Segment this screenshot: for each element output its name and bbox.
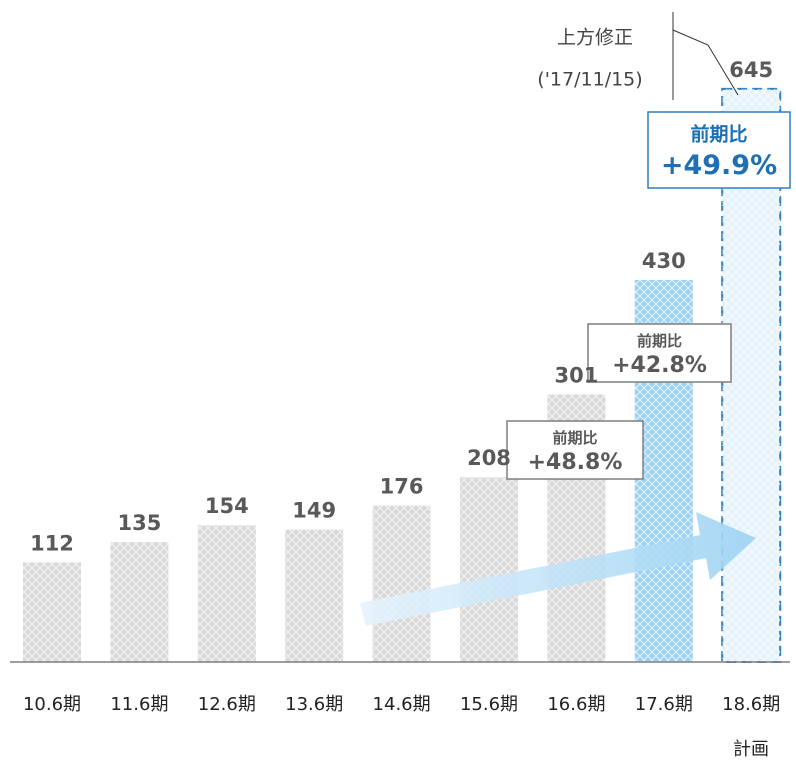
annotation-box: [647, 111, 791, 189]
value-label: 430: [642, 249, 686, 273]
bar-hatch: [372, 505, 431, 662]
annotations: 前期比 +48.8% 前期比 +42.8% 前期比 +49.9%: [506, 111, 791, 480]
annotation-text: +42.8%: [612, 353, 707, 378]
revision-note: 上方修正: [557, 27, 633, 49]
plan-note: 計画: [733, 739, 769, 760]
value-label: 208: [467, 446, 511, 470]
revision-date: ('17/11/15): [537, 69, 642, 91]
x-tick-label: 15.6期: [460, 694, 518, 715]
value-label: 112: [30, 531, 74, 555]
bars: [23, 87, 782, 664]
annotation-box: [587, 323, 732, 383]
bar-hatch: [23, 562, 81, 662]
annotation-text: +48.8%: [528, 450, 623, 475]
value-label: 301: [554, 364, 598, 388]
value-label: 149: [292, 499, 336, 523]
bar-hatch: [197, 525, 256, 662]
value-label: 135: [117, 511, 161, 535]
bar-hatch: [110, 542, 169, 662]
x-tick-label: 10.6期: [23, 694, 81, 715]
growth-arrow: [360, 512, 756, 626]
x-tick-label: 18.6期: [722, 694, 780, 715]
x-tick-label: 12.6期: [198, 694, 256, 715]
annotation-box: [506, 420, 644, 480]
x-tick-label: 17.6期: [635, 694, 693, 715]
annotation-text: +49.9%: [661, 150, 777, 181]
note-leader: [672, 29, 739, 96]
annotation-label: 前期比: [637, 332, 682, 350]
x-tick-label: 13.6期: [285, 694, 343, 715]
bar-hatch: [460, 477, 518, 662]
bar-hatch: [285, 529, 344, 662]
value-label: 645: [729, 58, 773, 82]
value-label: 154: [205, 494, 249, 518]
x-tick-label: 14.6期: [373, 694, 431, 715]
value-label: 176: [380, 475, 424, 499]
annotation-label: 前期比: [690, 122, 747, 145]
x-tick-label: 16.6期: [547, 694, 605, 715]
annotation-label: 前期比: [552, 429, 597, 447]
x-tick-label: 11.6期: [110, 694, 168, 715]
